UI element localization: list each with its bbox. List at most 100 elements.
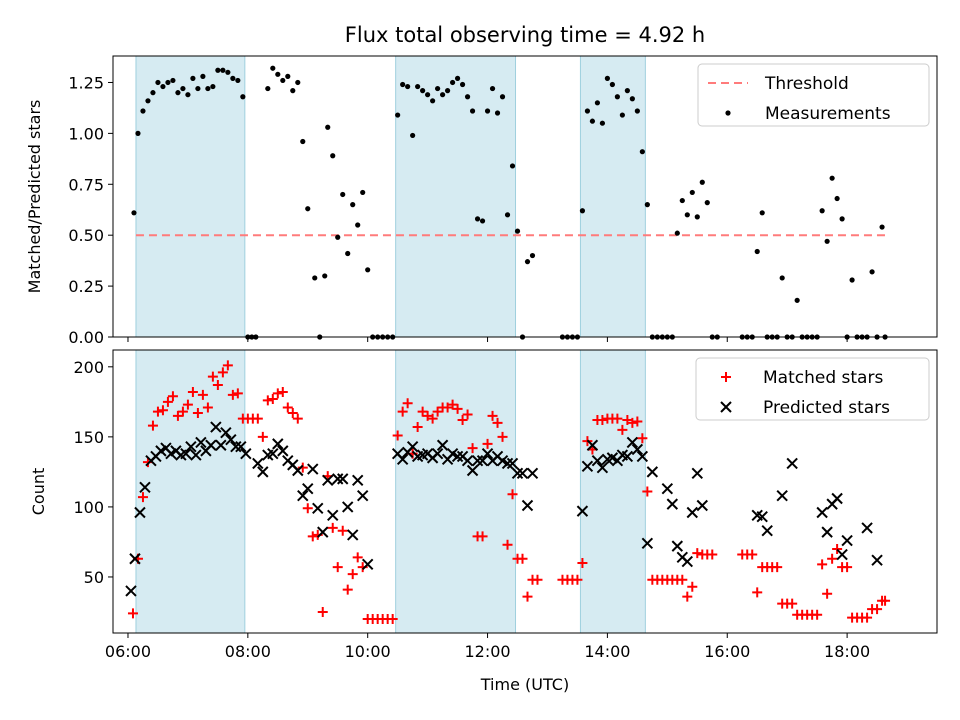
measurements-point [265, 85, 271, 92]
x-tick-label: 06:00 [105, 642, 151, 661]
matched-stars-point [497, 431, 508, 442]
measurements-point [454, 75, 461, 81]
matched-stars-point [207, 371, 218, 382]
matched-stars-point [612, 413, 623, 424]
measurements-point [360, 189, 366, 196]
predicted-stars-point [185, 440, 197, 453]
predicted-stars-point [235, 440, 247, 453]
matched-stars-point [457, 415, 468, 426]
predicted-stars-point [240, 447, 252, 460]
matched-stars-point [212, 380, 223, 391]
measurements-point [679, 197, 685, 204]
measurements-point [759, 210, 765, 216]
measurements-point [644, 202, 650, 208]
predicted-stars-point [481, 447, 494, 460]
matched-stars-point [287, 408, 298, 419]
matched-stars-point [127, 608, 138, 619]
measurements-point [479, 218, 486, 224]
measurements-point [524, 259, 531, 265]
legend-box [697, 63, 930, 127]
measurements-point [131, 210, 137, 216]
matched-stars-point [202, 402, 213, 413]
predicted-stars-point [636, 450, 649, 463]
measurements-point [779, 275, 785, 281]
predicted-stars-point [257, 466, 269, 478]
measurements-point [834, 195, 840, 202]
measurements-point [340, 191, 346, 198]
measurements-point [135, 130, 141, 136]
observing-window-2 [395, 55, 517, 338]
predicted-stars-point [646, 466, 659, 478]
measurements-point [330, 153, 336, 159]
predicted-stars-point [631, 443, 644, 456]
measurements-point [350, 202, 356, 208]
predicted-stars-point [322, 474, 334, 486]
measurements-point [312, 275, 318, 281]
measurements-point [529, 252, 536, 259]
measurements-point [819, 208, 825, 214]
predicted-stars-point [302, 482, 314, 495]
predicted-stars-point [471, 454, 484, 467]
predicted-stars-point [210, 421, 222, 433]
predicted-stars-point [591, 454, 604, 467]
matched-stars-point [177, 406, 188, 417]
predicted-stars-point [841, 534, 853, 547]
matched-stars-point [197, 389, 208, 400]
measurements-point [395, 112, 401, 118]
predicted-stars-point [461, 454, 474, 467]
matched-stars-point [337, 525, 348, 536]
measurements-point [425, 92, 431, 98]
matched-stars-point [267, 394, 278, 405]
matched-stars-point [687, 581, 698, 592]
predicted-stars-point [451, 450, 464, 463]
predicted-stars-point [125, 585, 137, 597]
x-axis-label: Time (UTC) [480, 675, 569, 694]
measurements-point [415, 83, 421, 90]
matched-stars-point [157, 405, 168, 416]
predicted-stars-point [501, 457, 514, 470]
y-tick-label: 1.25 [68, 73, 104, 92]
matched-stars-point [842, 562, 853, 573]
matched-stars-point [787, 598, 798, 609]
y-tick-label: 100 [73, 498, 104, 517]
matched-stars-point [342, 584, 353, 595]
plot-frame [112, 55, 938, 338]
observing-window-1 [135, 55, 246, 338]
measurements-point [240, 94, 246, 100]
predicted-stars-point [691, 467, 703, 479]
predicted-stars-point [756, 511, 768, 523]
observing-window-2 [395, 349, 517, 634]
predicted-stars-point [861, 522, 873, 534]
measurements-point [270, 65, 276, 71]
measurements-point [405, 83, 411, 90]
matched-stars-point [167, 391, 178, 402]
measurements-point [185, 92, 191, 98]
legend-x-swatch [720, 401, 732, 413]
predicted-stars-point [180, 447, 192, 460]
matched-stars-point [617, 424, 628, 435]
predicted-stars-point [327, 509, 339, 522]
matched-stars-point [187, 387, 198, 398]
matched-stars-point [317, 606, 328, 617]
measurements-point [619, 112, 625, 118]
measurements-point [205, 85, 211, 92]
predicted-stars-point [516, 467, 529, 479]
measurements-point [509, 163, 516, 169]
matched-stars-point [397, 406, 408, 417]
measurements-point [145, 98, 151, 104]
matched-stars-point [152, 406, 163, 417]
measurements-point [140, 108, 146, 114]
bottom-panel-counts: 06:00 08:00 10:00 12:00 14:00 16:00 18:00 50 100… [29, 349, 938, 661]
predicted-stars-point [466, 464, 479, 477]
predicted-stars-point [681, 555, 694, 568]
predicted-stars-point [267, 447, 279, 460]
measurements-point [614, 94, 620, 100]
predicted-stars-point [312, 502, 324, 515]
matched-stars-point [252, 413, 263, 424]
y-tick-label: 0.75 [68, 175, 104, 194]
matched-stars-point [692, 548, 703, 559]
matched-stars-point [772, 562, 783, 573]
matched-stars-point [302, 503, 313, 514]
predicted-stars-point [205, 439, 217, 451]
matched-stars-point [217, 367, 228, 378]
